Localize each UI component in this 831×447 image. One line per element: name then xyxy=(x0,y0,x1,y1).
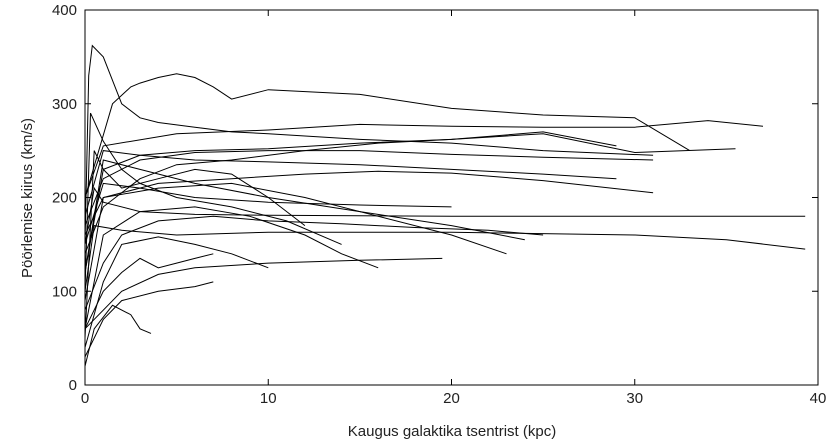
x-tick-label: 20 xyxy=(443,390,460,407)
x-tick-label: 10 xyxy=(260,390,277,407)
rotation-curve xyxy=(84,150,306,339)
rotation-curve xyxy=(84,150,617,217)
y-tick-label: 100 xyxy=(52,283,77,300)
x-axis-label: Kaugus galaktika tsentrist (kpc) xyxy=(348,423,556,440)
x-tick-label: 40 xyxy=(810,390,827,407)
rotation-curve xyxy=(84,215,544,311)
x-tick-label: 0 xyxy=(81,390,89,407)
rotation-curve xyxy=(84,281,214,358)
rotation-curve xyxy=(84,150,654,226)
rotation-curve xyxy=(84,206,379,329)
rotation-curve xyxy=(84,73,690,198)
rotation-curve xyxy=(84,159,525,273)
y-axis-label: Pöörlemise kiirus (km/s) xyxy=(19,118,36,278)
y-tick-label: 400 xyxy=(52,2,77,19)
rotation-curve xyxy=(84,182,452,245)
rotation-curve xyxy=(84,112,342,292)
y-tick-label: 0 xyxy=(69,377,77,394)
rotation-curve xyxy=(84,120,764,198)
rotation-curve xyxy=(84,44,654,245)
rotation-curve xyxy=(84,253,214,330)
plot-frame xyxy=(84,9,819,386)
rotation-curve xyxy=(84,182,507,301)
rotation-curve xyxy=(84,225,806,292)
x-tick-label: 30 xyxy=(626,390,643,407)
rotation-curve xyxy=(84,131,617,254)
rotation-curve xyxy=(84,304,152,367)
rotation-curve xyxy=(84,186,806,245)
rotation-curve xyxy=(84,236,269,348)
y-tick-label: 300 xyxy=(52,96,77,113)
rotation-curve xyxy=(84,133,736,273)
y-tick-label: 200 xyxy=(52,190,77,207)
